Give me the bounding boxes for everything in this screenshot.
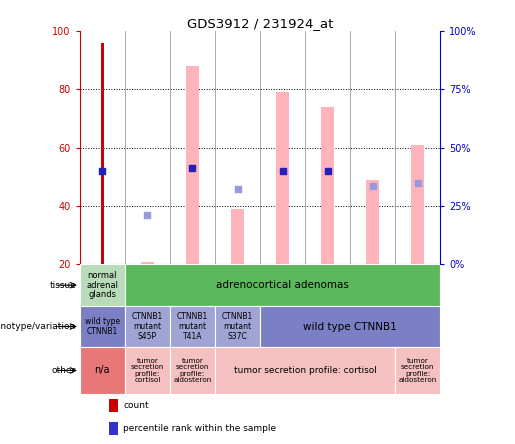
Text: CTNNB1
mutant
S45P: CTNNB1 mutant S45P (132, 312, 163, 341)
Bar (170, 347, 215, 394)
Bar (141, 262, 154, 265)
Point (369, 182, 377, 189)
Point (323, 167, 332, 174)
Bar (109, 422, 117, 435)
Point (98, 167, 107, 174)
Bar (260, 306, 440, 347)
Title: GDS3912 / 231924_at: GDS3912 / 231924_at (187, 17, 333, 30)
Bar (231, 209, 244, 265)
Text: CTNNB1
mutant
S37C: CTNNB1 mutant S37C (222, 312, 253, 341)
Bar (101, 43, 104, 265)
Bar (125, 265, 440, 306)
Bar (366, 180, 379, 265)
Bar (80, 306, 125, 347)
Text: genotype/variation: genotype/variation (0, 322, 76, 331)
Bar (215, 306, 260, 347)
Bar (215, 347, 396, 394)
Text: tumor
secretion
profile:
aldosteron: tumor secretion profile: aldosteron (399, 358, 437, 383)
Bar (186, 66, 199, 265)
Point (233, 185, 242, 192)
Text: tumor secretion profile: cortisol: tumor secretion profile: cortisol (234, 366, 376, 375)
Text: percentile rank within the sample: percentile rank within the sample (123, 424, 276, 432)
Text: count: count (123, 400, 149, 410)
Bar (396, 347, 440, 394)
Bar (109, 399, 117, 412)
Text: wild type
CTNNB1: wild type CTNNB1 (85, 317, 120, 336)
Text: CTNNB1
mutant
T41A: CTNNB1 mutant T41A (177, 312, 208, 341)
Text: tumor
secretion
profile:
cortisol: tumor secretion profile: cortisol (131, 358, 164, 383)
Text: normal
adrenal
glands: normal adrenal glands (87, 271, 118, 299)
Point (414, 179, 422, 186)
Bar (276, 92, 289, 265)
Text: other: other (52, 366, 76, 375)
Text: adrenocortical adenomas: adrenocortical adenomas (216, 280, 349, 290)
Bar (321, 107, 334, 265)
Bar (125, 347, 170, 394)
Bar (80, 347, 125, 394)
Text: wild type CTNNB1: wild type CTNNB1 (303, 321, 397, 332)
Bar (125, 306, 170, 347)
Text: tumor
secretion
profile:
aldosteron: tumor secretion profile: aldosteron (174, 358, 212, 383)
Point (143, 211, 151, 218)
Bar (170, 306, 215, 347)
Point (279, 167, 287, 174)
Text: tissue: tissue (49, 281, 76, 289)
Bar (80, 265, 125, 306)
Point (188, 165, 197, 172)
Text: n/a: n/a (95, 365, 110, 376)
Bar (411, 145, 424, 265)
